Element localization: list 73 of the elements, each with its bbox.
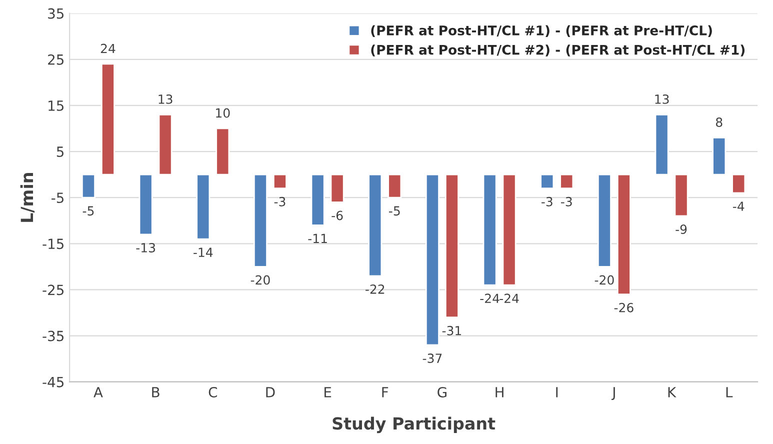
- bar: [158, 114, 172, 176]
- x-tick-label: C: [208, 386, 217, 398]
- bar: [425, 174, 440, 346]
- bar: [196, 174, 210, 240]
- x-tick-label: B: [152, 387, 160, 398]
- data-label: -26: [614, 302, 634, 312]
- bar: [81, 174, 96, 198]
- x-tick-label: I: [556, 387, 558, 398]
- data-label: -37: [422, 354, 442, 363]
- y-tick-label: -15: [42, 238, 64, 250]
- bar: [253, 174, 268, 268]
- y-tick-label: 15: [48, 100, 64, 111]
- bar: [560, 174, 574, 190]
- y-tick-label: -25: [42, 284, 64, 296]
- x-tick-label: E: [324, 387, 332, 398]
- data-label: 24: [100, 44, 116, 54]
- x-tick-label: D: [266, 387, 275, 398]
- bar: [732, 174, 746, 194]
- x-tick-label: L: [726, 387, 733, 398]
- data-label: -4: [733, 202, 744, 211]
- y-tick-label: -35: [42, 330, 64, 342]
- data-label: -9: [676, 224, 687, 234]
- bar: [138, 174, 153, 236]
- bar: [654, 114, 669, 176]
- x-axis-title: Study Participant: [332, 416, 496, 434]
- y-tick-label: 25: [48, 54, 64, 65]
- x-tick-label: K: [668, 387, 676, 398]
- data-label: -14: [194, 248, 213, 257]
- data-label: -20: [250, 275, 270, 285]
- x-tick-label: F: [382, 387, 388, 398]
- data-label: -6: [332, 210, 343, 220]
- data-label: -5: [389, 206, 400, 216]
- data-label: -20: [594, 275, 614, 285]
- bar: [388, 174, 402, 198]
- y-tick-label: -45: [42, 376, 64, 388]
- data-label: -13: [136, 242, 156, 252]
- y-axis-title: L/min: [20, 173, 35, 222]
- data-label: -11: [308, 234, 327, 244]
- data-label: -24: [500, 294, 519, 303]
- bar: [368, 174, 382, 277]
- data-label: -22: [366, 284, 384, 294]
- x-tick-label: G: [438, 386, 446, 398]
- y-tick-label: 35: [48, 8, 64, 19]
- data-label: 13: [655, 94, 669, 104]
- data-label: -24: [480, 294, 500, 303]
- legend-label: (PEFR at Post-HT/CL #2) - (PEFR at Post-HT/CL #1): [371, 44, 745, 56]
- bar: [597, 174, 612, 268]
- bar: [616, 174, 631, 296]
- data-label: -3: [274, 196, 286, 206]
- bar: [674, 174, 688, 217]
- bar: [216, 128, 230, 176]
- x-tick-label: A: [94, 387, 103, 398]
- bar: [482, 174, 497, 286]
- bar: [330, 174, 344, 203]
- bar: [712, 137, 726, 176]
- data-label: -3: [561, 196, 572, 206]
- bar: [310, 174, 325, 226]
- y-tick-label: -5: [52, 192, 64, 204]
- data-label: -3: [542, 196, 552, 206]
- bar: [502, 174, 516, 286]
- bar: [272, 174, 287, 190]
- x-tick-label: H: [496, 387, 504, 398]
- data-label: 13: [158, 94, 172, 104]
- data-label: 10: [216, 108, 230, 118]
- y-tick-label: 5: [56, 146, 64, 157]
- data-label: -31: [442, 326, 462, 336]
- bar: [444, 174, 459, 318]
- data-label: -5: [82, 206, 94, 216]
- legend-label: (PEFR at Post-HT/CL #1) - (PEFR at Pre-HT/CL): [371, 25, 712, 37]
- x-tick-label: J: [611, 387, 615, 400]
- bar: [540, 174, 554, 190]
- bar: [100, 63, 115, 176]
- data-label: 8: [716, 117, 722, 127]
